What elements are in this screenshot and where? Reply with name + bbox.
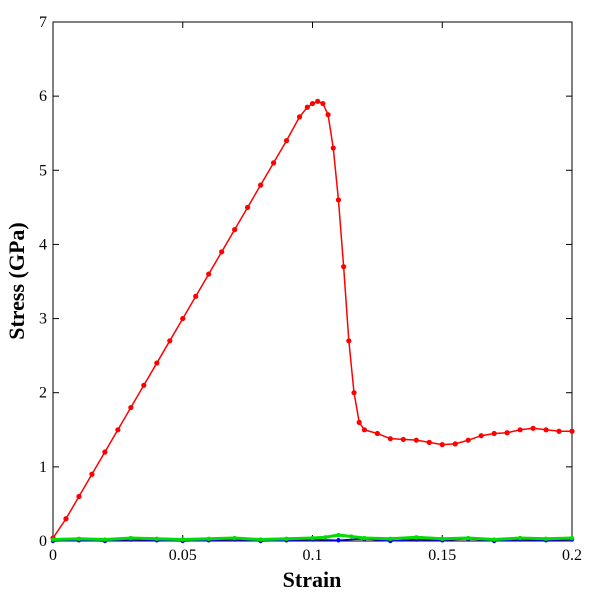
y-tick-label-7: 7 — [39, 14, 47, 31]
series-0-point-19 — [296, 114, 303, 120]
series-0-point-11 — [193, 293, 199, 299]
series-0-point-22 — [315, 98, 321, 104]
series-2-point-14 — [362, 535, 367, 541]
series-layer — [50, 98, 575, 544]
series-0-point-44 — [530, 425, 536, 431]
series-0-point-21 — [309, 100, 316, 107]
series-0-point-35 — [413, 437, 419, 443]
series-0-point-45 — [543, 427, 549, 433]
series-2-point-16 — [414, 535, 419, 540]
series-2-point-8 — [258, 537, 263, 542]
x-tick-label-1: 0.05 — [169, 547, 197, 564]
series-0-point-31 — [361, 427, 367, 433]
series-0-point-28 — [346, 338, 352, 344]
series-0-point-23 — [320, 100, 326, 107]
series-0-point-15 — [245, 204, 251, 210]
x-tick-label-4: 0.2 — [562, 547, 582, 564]
series-2-point-9 — [284, 536, 289, 541]
series-0-point-18 — [283, 138, 290, 144]
series-0-point-26 — [335, 197, 342, 203]
series-2-point-18 — [466, 535, 471, 541]
series-0-point-8 — [154, 360, 160, 366]
series-2-point-10 — [310, 535, 315, 541]
series-0-point-38 — [452, 441, 458, 447]
series-0-point-29 — [351, 390, 357, 396]
series-0-point-17 — [270, 160, 277, 166]
y-axis-title: Stress (GPa) — [4, 222, 29, 340]
plot-area — [52, 21, 573, 542]
series-0-point-10 — [180, 315, 186, 322]
series-0-point-20 — [304, 104, 310, 110]
series-2-point-7 — [232, 535, 237, 541]
series-0-point-41 — [491, 430, 497, 437]
y-tick-label-2: 2 — [39, 385, 47, 402]
series-0-point-16 — [258, 182, 264, 188]
x-tick-label-0: 0 — [49, 547, 57, 564]
series-2-point-4 — [154, 536, 159, 541]
y-tick-label-1: 1 — [39, 459, 47, 476]
series-0-point-30 — [356, 419, 362, 425]
series-1-point-11 — [336, 538, 341, 543]
series-0-point-32 — [374, 430, 380, 437]
y-tick-label-5: 5 — [39, 162, 47, 179]
series-0-point-13 — [219, 249, 225, 255]
series-2-point-21 — [543, 536, 549, 541]
series-2-point-22 — [569, 535, 575, 541]
series-0-point-4 — [102, 449, 108, 455]
series-0-point-12 — [206, 271, 212, 277]
series-0-point-42 — [504, 430, 510, 436]
series-0-point-37 — [439, 442, 445, 448]
y-tick-label-3: 3 — [39, 311, 47, 328]
y-tick-labels: 0 1 2 3 4 5 6 7 — [39, 14, 47, 550]
series-0-point-43 — [517, 427, 523, 433]
series-0-point-39 — [465, 437, 471, 443]
series-2-point-13 — [349, 534, 354, 539]
series-2-point-0 — [50, 537, 56, 542]
series-0-point-47 — [569, 428, 575, 434]
y-tick-label-6: 6 — [39, 88, 47, 105]
series-2-point-11 — [323, 535, 328, 540]
y-tick-label-0: 0 — [39, 533, 47, 550]
series-2-point-20 — [517, 535, 523, 541]
series-2-point-17 — [440, 536, 445, 541]
series-0-point-9 — [167, 338, 173, 344]
series-0-point-14 — [232, 227, 238, 233]
x-axis-title: Strain — [283, 567, 342, 592]
series-0-point-36 — [426, 439, 432, 445]
series-0-point-2 — [76, 493, 82, 500]
series-2-point-3 — [128, 535, 134, 541]
series-0 — [50, 98, 575, 541]
series-2-point-19 — [491, 537, 497, 542]
series-0-point-27 — [341, 264, 347, 270]
series-2 — [50, 532, 575, 542]
series-0-point-1 — [63, 516, 69, 522]
series-0-point-3 — [89, 471, 95, 477]
x-tick-labels: 0 0.05 0.1 0.15 0.2 — [49, 547, 582, 564]
y-tick-label-4: 4 — [39, 236, 47, 253]
series-2-point-6 — [206, 536, 211, 541]
series-0-point-40 — [478, 433, 484, 439]
series-0-point-46 — [556, 428, 562, 434]
series-0-point-25 — [330, 145, 336, 151]
series-2-point-12 — [336, 532, 341, 538]
series-0-point-5 — [115, 427, 121, 433]
series-0-point-33 — [387, 436, 393, 442]
series-2-point-2 — [102, 537, 108, 542]
x-tick-label-3: 0.15 — [428, 547, 456, 564]
series-0-point-24 — [325, 112, 331, 118]
series-2-point-5 — [180, 537, 185, 542]
series-0-point-7 — [141, 382, 147, 388]
x-tick-label-2: 0.1 — [303, 547, 323, 564]
series-0-point-34 — [400, 436, 406, 443]
series-2-point-15 — [388, 536, 393, 541]
series-2-point-1 — [76, 536, 82, 541]
series-0-point-6 — [128, 404, 134, 411]
